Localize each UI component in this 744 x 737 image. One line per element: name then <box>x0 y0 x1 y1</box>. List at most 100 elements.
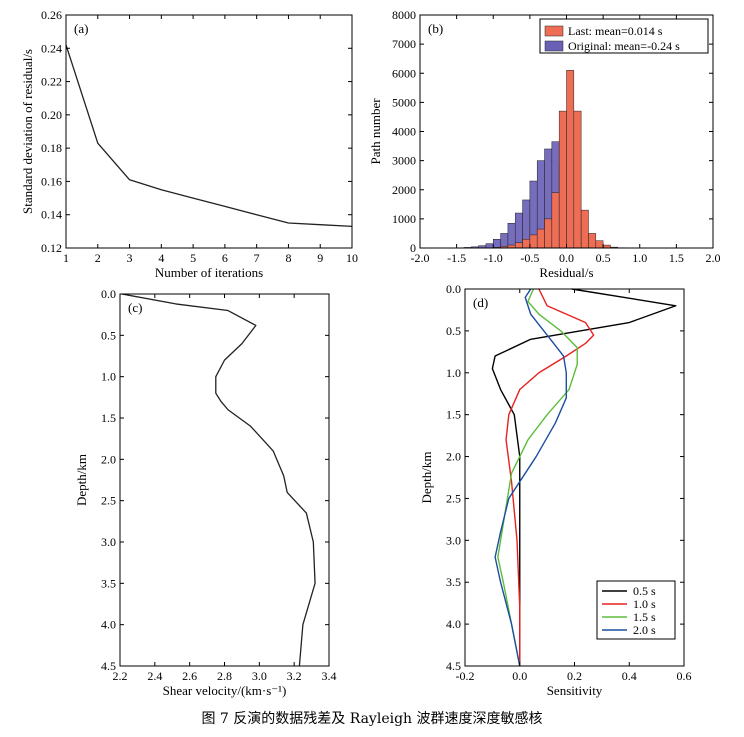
x-tick-label: -0.2 <box>456 669 475 683</box>
legend-label-last: Last: mean=0.014 s <box>568 24 663 38</box>
y-tick-label: 0.5 <box>446 324 461 338</box>
y-tick-label: 1.5 <box>446 408 461 422</box>
y-tick-label: 0.14 <box>41 208 62 222</box>
bar-last-10 <box>536 228 545 249</box>
y-tick-label: 5000 <box>392 95 416 109</box>
y-tick-label: 0.0 <box>446 282 461 296</box>
data-line <box>65 44 353 228</box>
y-tick-label: 0.18 <box>41 141 62 155</box>
bar-last-13 <box>558 110 567 249</box>
y-tick-label: 1.5 <box>101 411 116 425</box>
y-tick-label: 0.12 <box>41 241 62 255</box>
series-line-1 <box>505 288 595 666</box>
x-axis-label: Residual/s <box>539 265 593 280</box>
x-tick-label: 1 <box>63 251 69 265</box>
bar-original-5 <box>500 233 509 249</box>
y-tick-label: 0.26 <box>41 8 62 22</box>
x-tick-label: 3 <box>127 251 133 265</box>
panel-label: (a) <box>74 21 88 36</box>
y-tick-label: 0.5 <box>101 328 116 342</box>
legend-label-2: 1.5 s <box>633 610 656 624</box>
y-tick-label: 7000 <box>392 37 416 51</box>
panel-label: (d) <box>473 295 488 310</box>
bar-last-7 <box>514 242 523 249</box>
x-tick-label: 2.8 <box>217 669 232 683</box>
y-tick-label: 2.0 <box>446 450 461 464</box>
y-tick-label: 1000 <box>392 212 416 226</box>
y-axis-label: Depth/km <box>74 454 89 506</box>
bar-original-4 <box>493 239 501 249</box>
x-tick-label: 10 <box>346 251 358 265</box>
legend: 0.5 s1.0 s1.5 s2.0 s <box>596 580 676 640</box>
panel-d: -0.2 0.0 0.2 0.4 0.6 0.0 0.5 1.0 1.5 2.0 2.5 3.0 3.5… <box>419 282 692 698</box>
x-tick-label: 0.0 <box>512 669 527 683</box>
panel-label: (b) <box>428 21 443 36</box>
x-tick-label: 0.6 <box>677 669 692 683</box>
x-tick-label: 5 <box>190 251 196 265</box>
y-tick-label: 2.0 <box>101 452 116 466</box>
figure-caption: 图 7 反演的数据残差及 Rayleigh 波群速度深度敏感核 <box>201 711 543 727</box>
y-axis-label: Depth/km <box>419 452 434 504</box>
x-tick-label: 9 <box>317 251 323 265</box>
x-tick-label: 2.6 <box>182 669 197 683</box>
x-tick-label: 2.4 <box>147 669 162 683</box>
x-tick-label: 3.4 <box>322 669 337 683</box>
bar-original-3 <box>485 243 494 249</box>
legend-swatch-last <box>544 25 564 37</box>
x-tick-label: 0.4 <box>622 669 637 683</box>
x-tick-label: -1.0 <box>484 251 503 265</box>
legend-swatch-original <box>544 40 564 52</box>
legend-label-original: Original: mean=-0.24 s <box>568 39 680 53</box>
x-axis-label: Sensitivity <box>547 683 603 698</box>
x-tick-label: 2.0 <box>706 251 721 265</box>
bar-last-14 <box>566 70 575 249</box>
x-tick-label: 0.2 <box>567 669 582 683</box>
y-tick-label: 2.5 <box>446 491 461 505</box>
y-axis-label: Standard deviation of residual/s <box>20 49 35 214</box>
y-tick-label: 3000 <box>392 154 416 168</box>
x-tick-label: -1.5 <box>447 251 466 265</box>
y-tick-label: 4.5 <box>101 659 116 673</box>
x-tick-label: 0.0 <box>559 251 574 265</box>
legend-box <box>539 18 709 54</box>
series-line-3 <box>494 288 567 667</box>
series-line-2 <box>497 288 578 667</box>
y-tick-label: 6000 <box>392 66 416 80</box>
y-tick-label: 2.5 <box>101 494 116 508</box>
bar-last-11 <box>544 218 553 249</box>
bar-last-8 <box>522 239 531 249</box>
y-tick-label: 0.0 <box>101 287 116 301</box>
x-tick-label: 4 <box>158 251 164 265</box>
x-tick-label: 6 <box>222 251 228 265</box>
bar-last-12 <box>551 192 560 249</box>
plot-frame <box>65 14 353 249</box>
x-axis-label: Shear velocity/(km·s⁻¹) <box>163 683 287 698</box>
y-tick-label: 4.5 <box>446 659 461 673</box>
y-tick-label: 4.0 <box>101 618 116 632</box>
x-tick-label: 1.5 <box>669 251 684 265</box>
legend-label-0: 0.5 s <box>633 584 656 598</box>
y-tick-label: 0.20 <box>41 108 62 122</box>
y-tick-label: 1.0 <box>446 366 461 380</box>
bar-last-15 <box>573 110 582 249</box>
x-tick-label: 0.5 <box>596 251 611 265</box>
y-tick-label: 3.0 <box>446 533 461 547</box>
legend-label-3: 2.0 s <box>633 623 656 637</box>
y-tick-label: 8000 <box>392 8 416 22</box>
x-tick-label: 7 <box>254 251 260 265</box>
y-tick-label: 0 <box>410 241 416 255</box>
y-tick-label: 0.22 <box>41 75 62 89</box>
plot-frame <box>119 293 330 667</box>
x-axis-label: Number of iterations <box>155 265 263 280</box>
x-tick-label: 3.2 <box>287 669 302 683</box>
x-tick-label: -0.5 <box>520 251 539 265</box>
panel-a: 1 2 3 4 5 6 7 8 9 10 0.12 0.14 0.16 0.18 0.20 0.22 0.24 0… <box>20 8 358 280</box>
x-tick-label: -2.0 <box>411 251 430 265</box>
y-tick-label: 3.0 <box>101 535 116 549</box>
x-tick-label: 1.0 <box>632 251 647 265</box>
x-tick-label: 2 <box>95 251 101 265</box>
y-tick-label: 3.5 <box>446 575 461 589</box>
y-axis-label: Path number <box>368 98 383 165</box>
